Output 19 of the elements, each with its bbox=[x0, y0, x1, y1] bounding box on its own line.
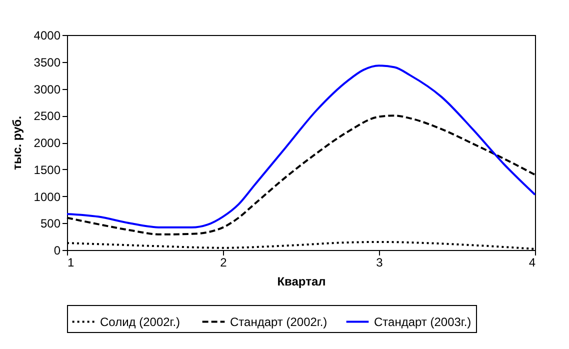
legend-label: Солид (2002г.) bbox=[100, 314, 180, 329]
y-tick-label: 4000 bbox=[34, 28, 61, 42]
y-tick-label: 2000 bbox=[34, 136, 61, 150]
y-tick-label: 1000 bbox=[34, 190, 61, 204]
legend-label: Стандарт (2003г.) bbox=[374, 314, 472, 329]
line-series bbox=[66, 64, 536, 228]
x-tick-label: 4 bbox=[528, 256, 536, 270]
y-tick-label: 2500 bbox=[34, 109, 61, 124]
y-tick-label: 0 bbox=[54, 244, 61, 258]
y-tick-label: 1500 bbox=[34, 162, 61, 177]
y-tick-label: 500 bbox=[40, 216, 61, 231]
y-axis-title: тыс. руб. bbox=[10, 116, 24, 170]
x-tick-label: 2 bbox=[220, 256, 228, 270]
x-tick-label: 3 bbox=[376, 256, 384, 270]
y-tick-label: 3000 bbox=[34, 82, 61, 96]
legend-label: Стандарт (2002г.) bbox=[230, 314, 328, 329]
x-tick-label: 1 bbox=[68, 256, 74, 270]
x-axis-title: Квартал bbox=[277, 274, 326, 288]
y-tick-label: 3500 bbox=[34, 55, 61, 70]
